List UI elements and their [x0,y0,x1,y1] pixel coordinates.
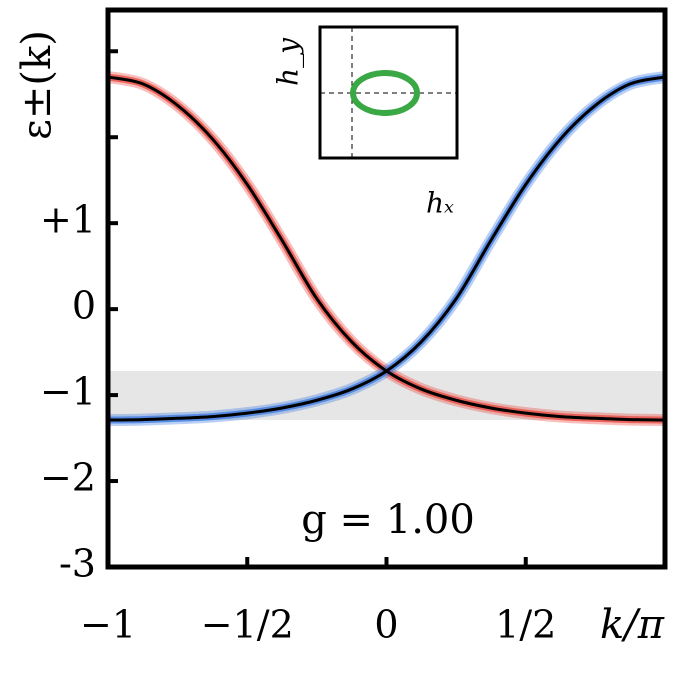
x-tick-label: 0 [374,603,398,647]
y-tick-label: 0 [72,284,96,328]
x-tick-label: −1 [80,603,136,647]
y-axis-label: ε±(k) [14,30,60,140]
series-line [107,75,666,422]
inset: hₓ h_y [272,25,459,220]
y-tick-label: +1 [40,198,96,242]
annotation: g = 1.00 [301,497,475,543]
x-tick-label: −1/2 [201,603,294,647]
inset-ellipse [350,70,420,116]
x-tick-label: 1/2 [495,603,556,647]
y-tick-label: −2 [40,456,96,500]
y-tick-label: −1 [40,370,96,414]
x-axis-label: k/π [600,602,665,648]
y-tick-label: -3 [59,542,96,586]
inset-x-label: hₓ [426,187,454,220]
plot-frame [105,7,668,570]
inset-y-label: h_y [272,37,305,86]
shaded-band [108,371,665,421]
